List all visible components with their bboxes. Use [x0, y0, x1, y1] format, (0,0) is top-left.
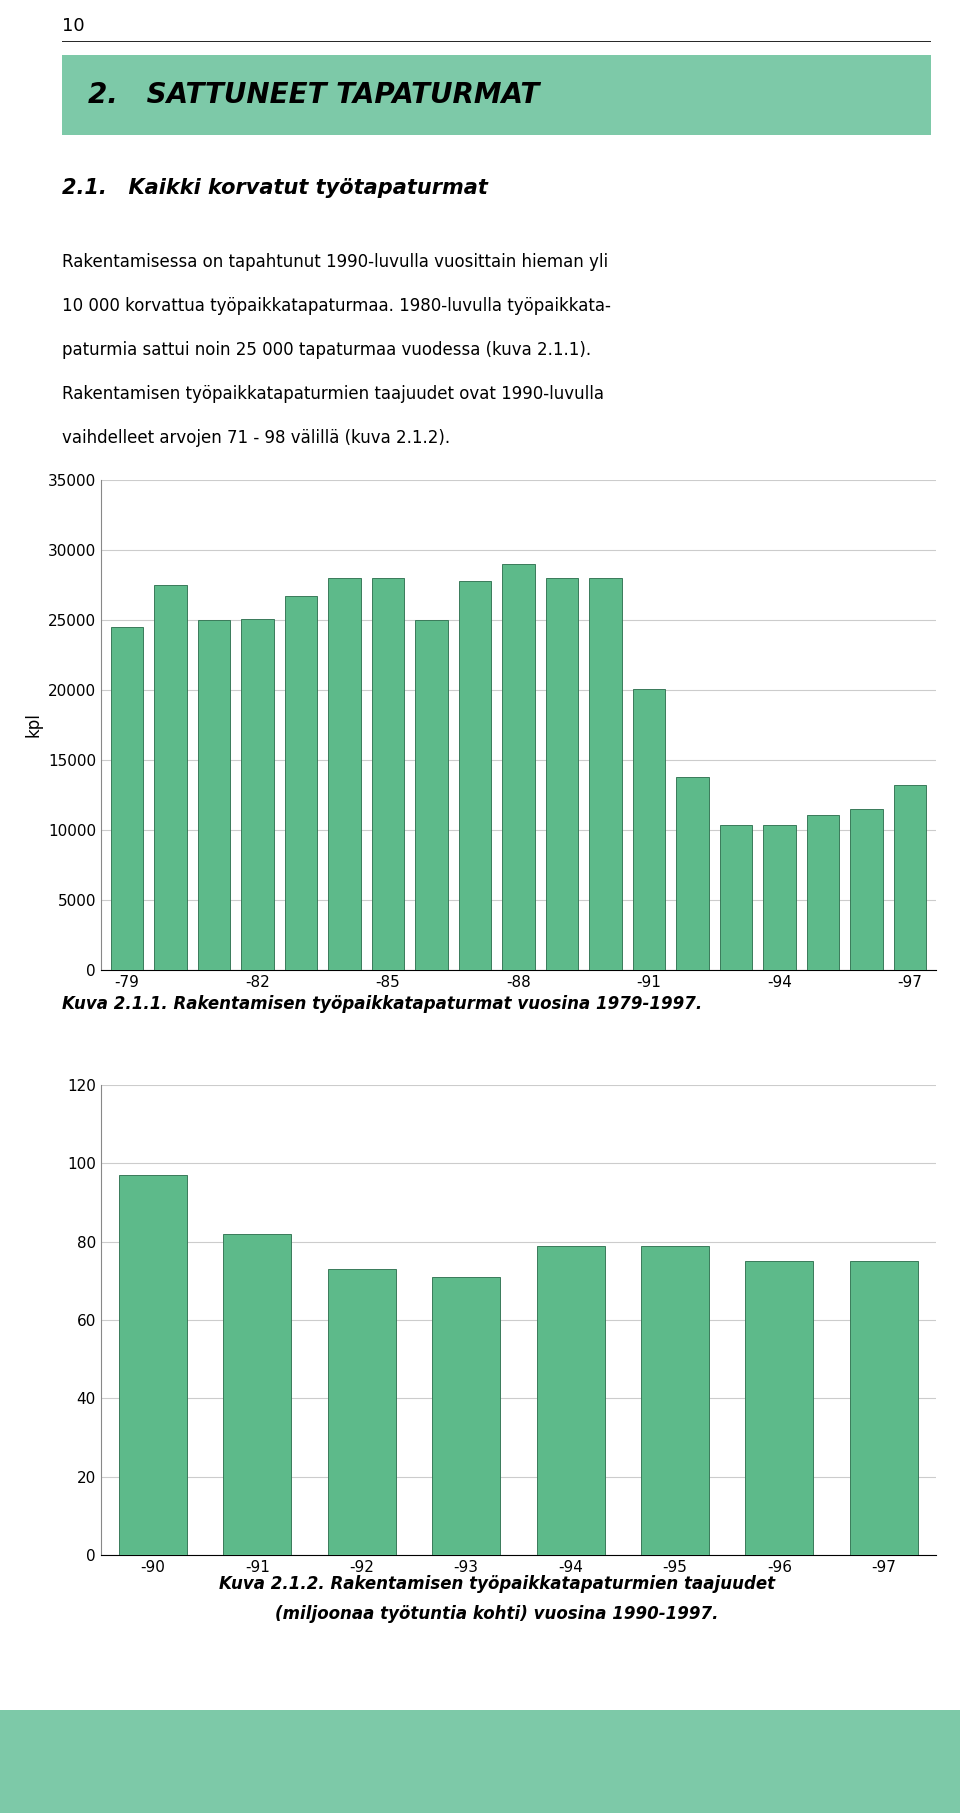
- Bar: [676, 776, 708, 970]
- Bar: [851, 809, 882, 970]
- Bar: [894, 785, 926, 970]
- Bar: [545, 578, 578, 970]
- Bar: [241, 618, 274, 970]
- Text: Rakentamisen työpaikkatapaturmien taajuudet ovat 1990-luvulla: Rakentamisen työpaikkatapaturmien taajuu…: [62, 384, 605, 402]
- Bar: [284, 596, 317, 970]
- Bar: [328, 578, 361, 970]
- Bar: [633, 689, 665, 970]
- Bar: [119, 1175, 187, 1556]
- Text: 2.1.   Kaikki korvatut työtapaturmat: 2.1. Kaikki korvatut työtapaturmat: [62, 178, 489, 198]
- Bar: [763, 825, 796, 970]
- Text: (miljoonaa työtuntia kohti) vuosina 1990-1997.: (miljoonaa työtuntia kohti) vuosina 1990…: [276, 1605, 718, 1623]
- Text: Rakentamisessa on tapahtunut 1990-luvulla vuosittain hieman yli: Rakentamisessa on tapahtunut 1990-luvull…: [62, 254, 609, 270]
- Text: 2.   SATTUNEET TAPATURMAT: 2. SATTUNEET TAPATURMAT: [88, 82, 540, 109]
- Bar: [459, 580, 492, 970]
- Y-axis label: kpl: kpl: [24, 713, 42, 738]
- Text: vaihdelleet arvojen 71 - 98 välillä (kuva 2.1.2).: vaihdelleet arvojen 71 - 98 välillä (kuv…: [62, 430, 450, 448]
- Text: Kuva 2.1.2. Rakentamisen työpaikkatapaturmien taajuudet: Kuva 2.1.2. Rakentamisen työpaikkatapatu…: [219, 1575, 775, 1594]
- Bar: [155, 586, 186, 970]
- Bar: [850, 1262, 918, 1556]
- Bar: [502, 564, 535, 970]
- Bar: [432, 1276, 500, 1556]
- Bar: [720, 825, 753, 970]
- Bar: [198, 620, 230, 970]
- Bar: [806, 814, 839, 970]
- Bar: [224, 1235, 291, 1556]
- Text: paturmia sattui noin 25 000 tapaturmaa vuodessa (kuva 2.1.1).: paturmia sattui noin 25 000 tapaturmaa v…: [62, 341, 591, 359]
- Bar: [589, 578, 622, 970]
- Text: Kuva 2.1.1. Rakentamisen työpaikkatapaturmat vuosina 1979-1997.: Kuva 2.1.1. Rakentamisen työpaikkatapatu…: [62, 995, 703, 1013]
- Text: 10 000 korvattua työpaikkatapaturmaa. 1980-luvulla työpaikkata-: 10 000 korvattua työpaikkatapaturmaa. 19…: [62, 297, 612, 315]
- Bar: [641, 1246, 708, 1556]
- Bar: [746, 1262, 813, 1556]
- Bar: [372, 578, 404, 970]
- Bar: [415, 620, 447, 970]
- Bar: [537, 1246, 605, 1556]
- Bar: [328, 1269, 396, 1556]
- Text: 10: 10: [62, 16, 85, 34]
- Bar: [110, 627, 143, 970]
